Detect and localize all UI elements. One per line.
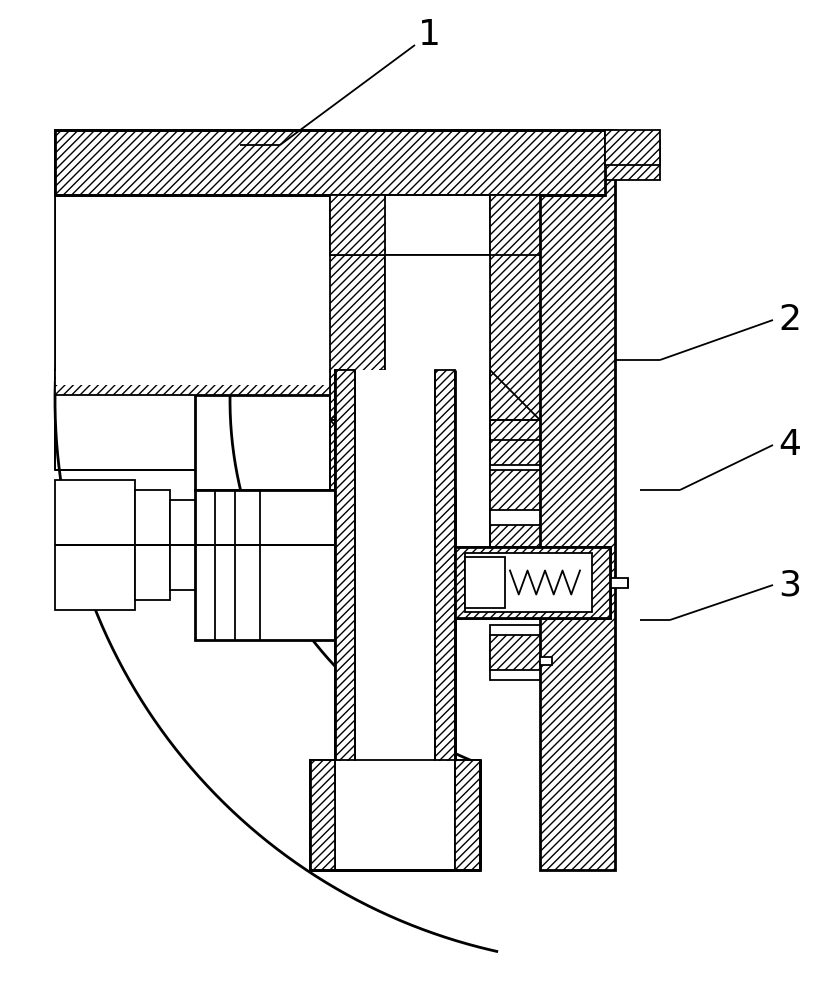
Polygon shape <box>490 195 540 255</box>
Bar <box>386 255 489 589</box>
Polygon shape <box>490 470 540 510</box>
Bar <box>55 195 330 385</box>
Bar <box>335 630 375 650</box>
Text: 3: 3 <box>779 568 801 602</box>
Bar <box>356 370 434 799</box>
Bar <box>465 553 592 612</box>
Bar <box>605 130 660 165</box>
Polygon shape <box>455 547 610 618</box>
Polygon shape <box>55 130 605 195</box>
Polygon shape <box>335 370 355 800</box>
Bar <box>356 370 434 869</box>
Polygon shape <box>490 195 540 590</box>
Polygon shape <box>330 195 385 255</box>
Polygon shape <box>310 760 335 870</box>
Bar <box>490 625 540 680</box>
Bar <box>610 578 628 588</box>
Bar <box>385 255 490 370</box>
Bar <box>335 760 455 870</box>
Polygon shape <box>490 635 540 670</box>
Bar <box>465 553 592 612</box>
Polygon shape <box>55 130 605 195</box>
Polygon shape <box>540 130 615 870</box>
Bar <box>334 420 385 470</box>
Polygon shape <box>335 370 355 870</box>
Bar <box>465 557 505 608</box>
Bar <box>170 500 195 590</box>
Polygon shape <box>310 760 335 870</box>
Bar <box>55 480 135 610</box>
Bar <box>465 557 505 608</box>
Bar <box>540 657 552 665</box>
Polygon shape <box>605 140 660 180</box>
Bar <box>195 395 490 490</box>
Polygon shape <box>330 195 490 255</box>
Polygon shape <box>335 630 375 650</box>
Polygon shape <box>55 370 330 395</box>
Polygon shape <box>335 490 375 510</box>
Polygon shape <box>55 130 330 195</box>
Bar <box>336 761 454 869</box>
Polygon shape <box>455 547 610 618</box>
Text: 1: 1 <box>419 18 441 52</box>
Bar <box>335 490 375 510</box>
Polygon shape <box>330 195 385 590</box>
Bar <box>385 255 490 590</box>
Bar <box>55 370 195 470</box>
Bar <box>135 490 170 600</box>
Text: 2: 2 <box>779 303 801 337</box>
Polygon shape <box>455 760 480 870</box>
Bar <box>56 196 329 385</box>
Polygon shape <box>330 370 540 420</box>
Polygon shape <box>435 370 455 800</box>
Bar <box>386 196 489 254</box>
Text: 4: 4 <box>779 428 801 462</box>
Bar <box>195 490 455 640</box>
Polygon shape <box>310 760 480 870</box>
Polygon shape <box>435 370 455 870</box>
Bar <box>490 465 540 525</box>
